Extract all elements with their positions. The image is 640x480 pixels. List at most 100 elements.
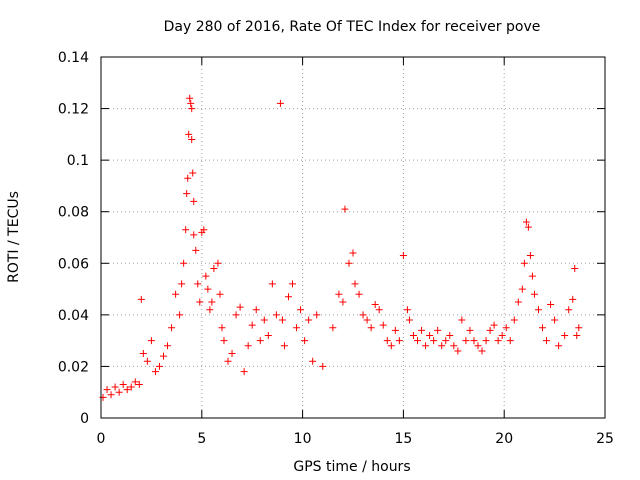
- data-point: [135, 380, 143, 388]
- x-tick-label: 0: [97, 431, 106, 447]
- data-point: [530, 290, 538, 298]
- data-point: [547, 301, 555, 309]
- data-point: [131, 378, 139, 386]
- data-point: [164, 342, 172, 350]
- data-point: [518, 285, 526, 293]
- data-point: [278, 316, 286, 324]
- data-point: [565, 306, 573, 314]
- x-axis-label: GPS time / hours: [293, 459, 410, 475]
- chart-title: Day 280 of 2016, Rate Of TEC Index for r…: [164, 19, 541, 35]
- x-axis-ticks: 0 5 10 15 20 25: [97, 57, 614, 447]
- data-point: [143, 357, 151, 365]
- data-point: [236, 303, 244, 311]
- data-point: [543, 337, 551, 345]
- x-tick-label: 25: [596, 431, 614, 447]
- data-point: [335, 290, 343, 298]
- data-point: [551, 316, 559, 324]
- data-point: [147, 337, 155, 345]
- data-point: [371, 301, 379, 309]
- data-point: [375, 306, 383, 314]
- data-point: [403, 306, 411, 314]
- data-point: [293, 324, 301, 332]
- data-point: [367, 324, 375, 332]
- data-point: [482, 337, 490, 345]
- data-point: [339, 298, 347, 306]
- data-point: [573, 331, 581, 339]
- data-point: [297, 306, 305, 314]
- data-point: [462, 337, 470, 345]
- data-point: [442, 337, 450, 345]
- data-point: [506, 337, 514, 345]
- data-point: [151, 368, 159, 376]
- data-point: [305, 316, 313, 324]
- data-point: [349, 249, 357, 257]
- data-point: [319, 362, 327, 370]
- data-point: [454, 347, 462, 355]
- data-point: [359, 311, 367, 319]
- data-point: [115, 388, 123, 396]
- data-point: [188, 136, 196, 144]
- data-point: [218, 324, 226, 332]
- data-point: [185, 130, 193, 138]
- data-point: [502, 324, 510, 332]
- plot-frame: [100, 56, 606, 419]
- data-point: [526, 252, 534, 260]
- data-point: [434, 326, 442, 334]
- data-point: [534, 306, 542, 314]
- data-point: [520, 259, 528, 267]
- data-point: [555, 342, 563, 350]
- data-point: [184, 174, 192, 182]
- data-point: [224, 357, 232, 365]
- data-point: [478, 347, 486, 355]
- x-tick-label: 5: [197, 431, 206, 447]
- y-axis-label: ROTI / TECUs: [6, 191, 22, 283]
- data-point: [309, 357, 317, 365]
- data-point: [539, 324, 547, 332]
- data-point: [450, 342, 458, 350]
- x-tick-label: 20: [495, 431, 513, 447]
- data-point: [426, 331, 434, 339]
- data-point: [383, 337, 391, 345]
- data-point: [422, 342, 430, 350]
- data-point: [214, 259, 222, 267]
- y-tick-label: 0.08: [58, 205, 89, 221]
- data-point: [190, 197, 198, 205]
- data-point: [272, 311, 280, 319]
- data-point: [216, 290, 224, 298]
- data-point: [139, 350, 147, 358]
- data-point: [405, 316, 413, 324]
- data-point: [284, 293, 292, 301]
- data-point: [256, 337, 264, 345]
- data-point: [202, 272, 210, 280]
- data-point: [200, 226, 208, 234]
- data-point: [486, 326, 494, 334]
- data-point: [446, 331, 454, 339]
- data-point: [248, 321, 256, 329]
- data-point: [524, 223, 532, 231]
- data-point: [189, 169, 197, 177]
- data-point: [470, 337, 478, 345]
- data-point: [466, 326, 474, 334]
- data-point: [180, 259, 188, 267]
- data-point: [341, 205, 349, 213]
- data-point: [232, 311, 240, 319]
- data-point: [168, 324, 176, 332]
- y-tick-label: 0.1: [67, 153, 89, 169]
- data-point: [183, 190, 191, 198]
- data-point: [182, 226, 190, 234]
- data-point: [571, 264, 579, 272]
- data-point: [240, 368, 248, 376]
- data-point: [430, 337, 438, 345]
- data-point: [260, 316, 268, 324]
- data-point: [155, 362, 163, 370]
- data-point: [399, 252, 407, 260]
- data-point: [119, 380, 127, 388]
- y-tick-label: 0.04: [58, 308, 89, 324]
- data-point: [351, 280, 359, 288]
- data-point: [210, 264, 218, 272]
- data-point: [268, 280, 276, 288]
- data-point: [329, 324, 337, 332]
- data-point: [345, 259, 353, 267]
- data-point: [103, 386, 111, 394]
- y-tick-label: 0.02: [58, 359, 89, 375]
